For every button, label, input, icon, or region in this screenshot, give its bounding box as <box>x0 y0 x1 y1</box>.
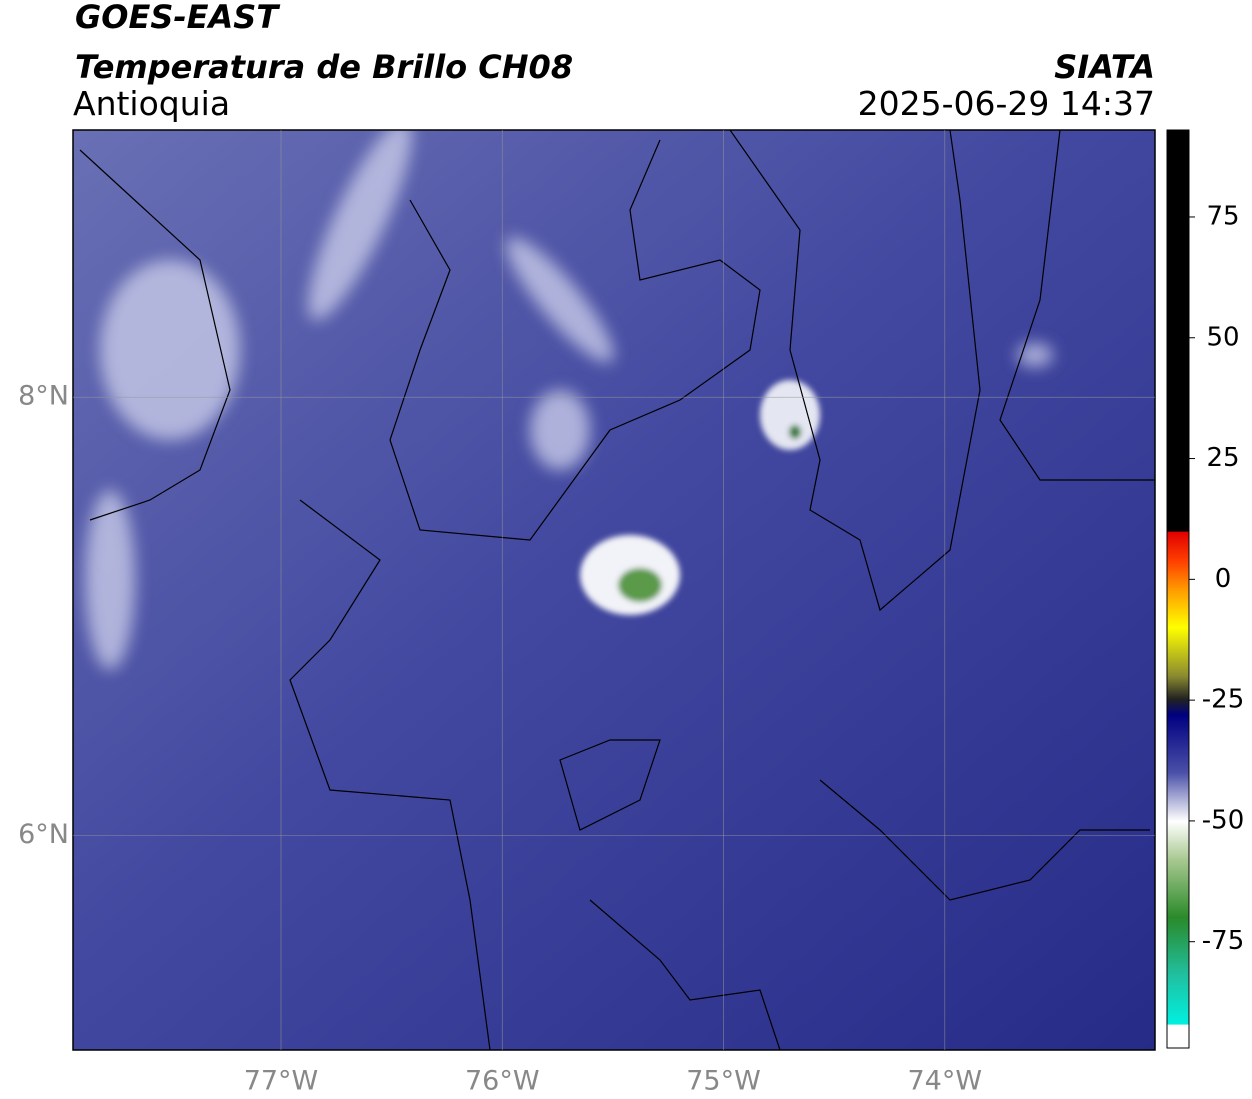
colorbar-tick-label: -25 <box>1202 685 1244 715</box>
x-tick-label: 74°W <box>908 1066 983 1097</box>
x-tick-label: 77°W <box>244 1066 319 1097</box>
y-tick-label: 6°N <box>18 819 69 850</box>
x-tick-label: 75°W <box>686 1066 761 1097</box>
colorbar-tick-label: -75 <box>1202 926 1244 956</box>
colorbar <box>1166 129 1190 1049</box>
region: Antioquia <box>73 84 230 123</box>
title: GOES-EAST <box>75 0 280 36</box>
colorbar-tick-label: 50 <box>1206 322 1239 352</box>
source: SIATA <box>1054 48 1155 86</box>
colorbar-tick-label: 0 <box>1215 564 1232 594</box>
map-frame <box>72 129 1156 1051</box>
y-tick-label: 8°N <box>18 381 69 412</box>
colorbar-tick-label: 75 <box>1206 201 1239 231</box>
subtitle: Temperatura de Brillo CH08 <box>75 48 573 86</box>
colorbar-tick-label: -50 <box>1202 805 1244 835</box>
datetime: 2025-06-29 14:37 <box>858 84 1155 123</box>
x-tick-label: 76°W <box>465 1066 540 1097</box>
colorbar-tick-label: 25 <box>1206 443 1239 473</box>
map-field <box>73 130 1155 1050</box>
